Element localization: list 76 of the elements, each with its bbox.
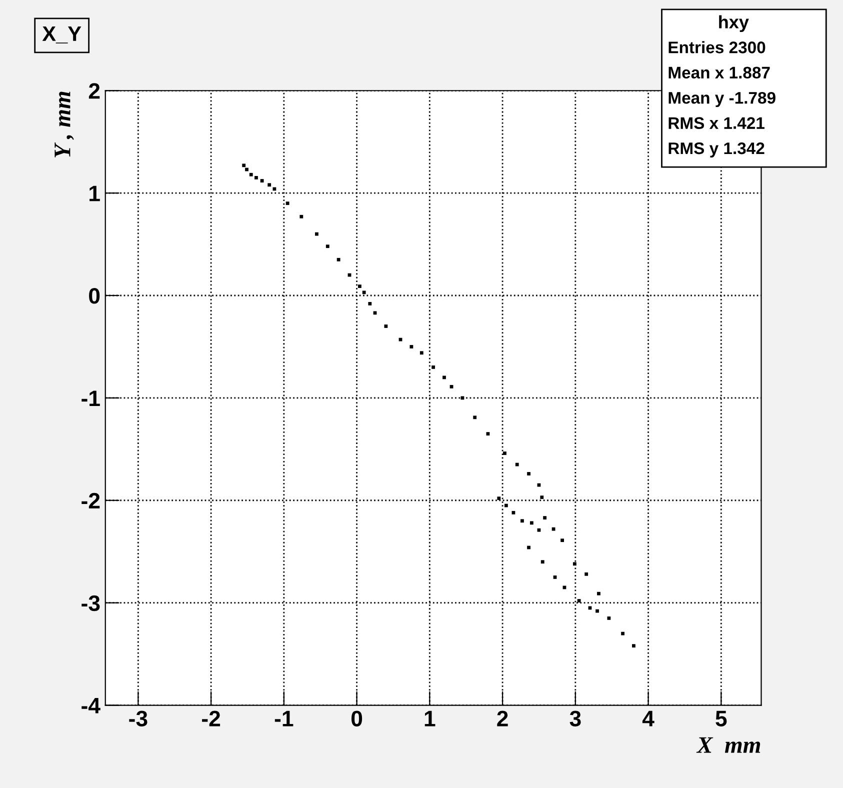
point xyxy=(460,396,464,400)
point xyxy=(560,538,564,542)
x-tick-label: -3 xyxy=(129,710,148,726)
point xyxy=(553,576,557,579)
x-tick-label: 2 xyxy=(497,710,508,726)
point xyxy=(326,244,330,248)
point xyxy=(245,168,248,172)
point xyxy=(497,496,501,500)
point xyxy=(520,519,524,523)
point xyxy=(450,384,454,388)
point xyxy=(398,338,402,342)
point xyxy=(442,376,446,380)
point xyxy=(286,202,290,206)
point xyxy=(552,527,556,531)
point xyxy=(530,521,534,525)
point xyxy=(577,599,581,602)
x-tick-label: -1 xyxy=(274,710,294,726)
point xyxy=(572,562,576,566)
point xyxy=(272,187,276,191)
point xyxy=(515,462,519,466)
point xyxy=(384,324,388,328)
point xyxy=(512,510,516,514)
point xyxy=(362,290,366,294)
point xyxy=(254,176,258,180)
point xyxy=(537,528,541,532)
point xyxy=(358,284,362,288)
point xyxy=(242,164,246,168)
y-tick-label: -3 xyxy=(82,595,100,612)
point xyxy=(486,432,490,436)
point xyxy=(540,496,544,500)
point xyxy=(621,632,624,636)
x-tick-label: 5 xyxy=(716,710,727,726)
point xyxy=(607,616,611,620)
point xyxy=(420,351,424,355)
y-tick-label: -1 xyxy=(82,390,100,406)
y-tick-label: 1 xyxy=(90,186,100,202)
point xyxy=(632,644,636,648)
chart-title: X_Y xyxy=(42,26,82,44)
x-axis-title: X mm xyxy=(696,737,760,753)
point xyxy=(527,472,530,476)
y-tick-label: -4 xyxy=(82,698,100,714)
text: Entries 2300 xyxy=(668,41,766,54)
point xyxy=(588,606,592,610)
point xyxy=(410,345,414,348)
y-tick-label: 0 xyxy=(89,288,100,304)
y-tick-label: -2 xyxy=(82,492,100,508)
y-axis-title: Y , mm xyxy=(54,92,74,158)
point xyxy=(260,179,264,182)
point xyxy=(503,452,506,455)
point xyxy=(540,560,544,564)
annotation: Mean y -1.789 xyxy=(668,92,776,108)
text: hxy xyxy=(719,15,749,32)
text: Mean x 1.887 xyxy=(668,66,770,79)
x-tick-label: 1 xyxy=(424,710,436,726)
point xyxy=(249,172,253,176)
point xyxy=(373,311,377,315)
x-tick-label: -2 xyxy=(202,710,220,726)
point xyxy=(432,366,435,369)
point xyxy=(504,504,508,508)
x-tick-label: 0 xyxy=(351,710,362,726)
point xyxy=(597,592,600,596)
point xyxy=(527,546,530,550)
annotation: RMS x 1.421 xyxy=(668,117,764,129)
point xyxy=(300,214,304,218)
x-tick-label: 4 xyxy=(642,710,654,726)
point xyxy=(268,183,272,187)
y-tick-label: 2 xyxy=(88,83,100,99)
point xyxy=(368,302,372,306)
point xyxy=(584,572,588,576)
point xyxy=(336,258,340,262)
annotation: RMS y 1.342 xyxy=(668,142,764,158)
point xyxy=(596,609,599,613)
point xyxy=(543,516,546,520)
x-tick-label: 3 xyxy=(570,710,581,726)
point xyxy=(315,232,318,236)
point xyxy=(473,416,477,420)
